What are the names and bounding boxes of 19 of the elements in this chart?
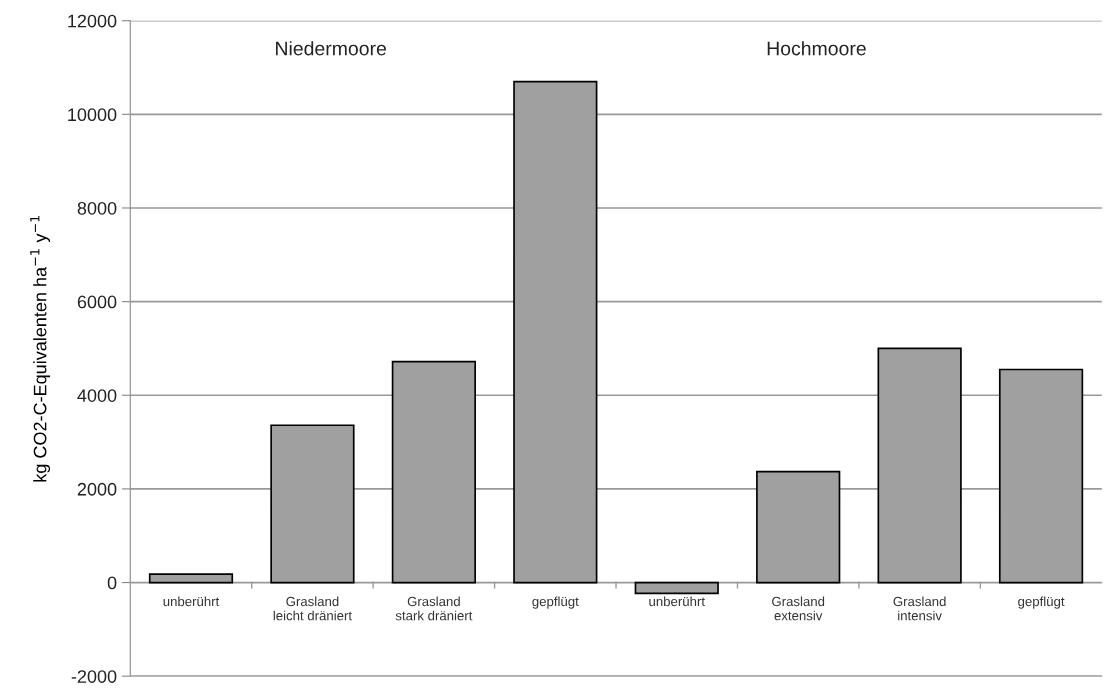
- x-tick-label: Grasland intensiv: [893, 596, 946, 621]
- x-tick-label: unberührt: [163, 596, 220, 607]
- y-tick-label: 0: [107, 576, 117, 590]
- x-tick-label: Grasland stark dräniert: [395, 596, 473, 621]
- x-tick-label: unberührt: [649, 596, 705, 607]
- y-tick-label: 8000: [77, 201, 117, 215]
- y-tick-label: 10000: [68, 108, 117, 122]
- x-tick-label: Grasland leicht dräniert: [273, 596, 352, 621]
- y-tick-label: 2000: [77, 482, 117, 496]
- x-tick-label: Grasland extensiv: [772, 596, 825, 621]
- y-tick-label: -2000: [71, 670, 117, 683]
- y-tick-label: 4000: [77, 389, 117, 402]
- y-tick-label: 12000: [68, 14, 117, 28]
- x-tick-label: gepflügt: [1018, 596, 1065, 609]
- y-tick-label: 6000: [77, 295, 117, 309]
- x-tick-label: gepflügt: [532, 596, 579, 609]
- y-axis-title: kg CO2-C-Equivalenten ha$^{−1}$ y$^{−1}$: [30, 215, 51, 482]
- annotation: Niedermoore: [276, 41, 386, 56]
- annotation: Hochmoore: [767, 41, 866, 56]
